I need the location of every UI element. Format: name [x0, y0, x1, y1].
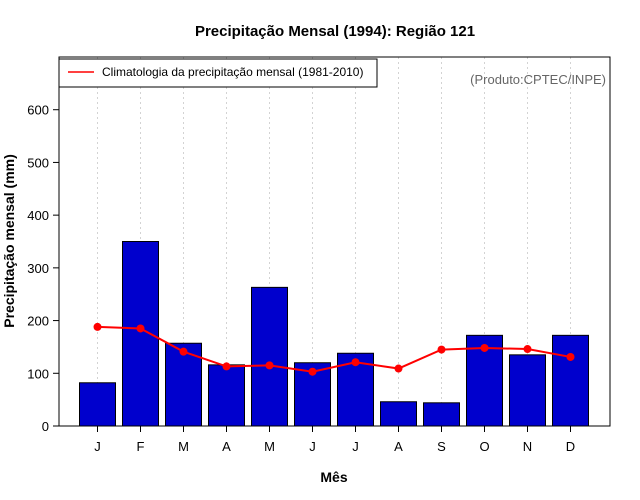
bar-8: [380, 401, 417, 427]
bar-11: [509, 354, 546, 427]
bar-3: [165, 342, 202, 427]
credit-text: (Produto:CPTEC/INPE): [470, 72, 606, 87]
climatology-point-1: [93, 322, 102, 331]
x-tick-label: M: [178, 439, 189, 454]
y-axis: 0 100 200 300 400 500 600: [27, 103, 59, 434]
bar-5: [251, 286, 288, 427]
bars: [79, 241, 589, 427]
x-tick-label: J: [309, 439, 316, 454]
climatology-point-5: [265, 361, 274, 370]
y-tick-label: 0: [42, 419, 49, 434]
climatology-point-7: [351, 358, 360, 367]
x-tick-label: A: [394, 439, 403, 454]
y-tick-label: 200: [27, 314, 49, 329]
climatology-point-9: [437, 345, 446, 354]
chart-title: Precipitação Mensal (1994): Região 121: [195, 23, 475, 40]
bar-4: [208, 364, 245, 427]
plot-area-border: [58, 56, 611, 427]
legend-label: Climatologia da precipitação mensal (198…: [102, 65, 363, 79]
climatology-point-6: [308, 367, 317, 376]
bar-9: [423, 402, 460, 427]
legend-box: [58, 58, 378, 88]
climatology-point-8: [394, 364, 403, 373]
x-tick-label: N: [523, 439, 532, 454]
bar-2: [122, 241, 159, 427]
grid-lines: [97, 57, 571, 426]
climatology-point-11: [523, 345, 532, 354]
y-tick-label: 400: [27, 208, 49, 223]
y-axis-title: Precipitação mensal (mm): [1, 154, 17, 328]
climatology-point-3: [179, 347, 188, 356]
climatology-line: [93, 322, 575, 376]
x-tick-label: A: [222, 439, 231, 454]
climatology-point-2: [136, 324, 145, 333]
y-tick-label: 300: [27, 261, 49, 276]
climatology-point-4: [222, 362, 231, 371]
x-tick-label: D: [566, 439, 575, 454]
climatology-point-12: [566, 352, 575, 361]
x-tick-label: M: [264, 439, 275, 454]
x-tick-label: J: [94, 439, 101, 454]
y-tick-label: 100: [27, 366, 49, 381]
bar-1: [79, 382, 116, 427]
climatology-polyline: [97, 325, 571, 373]
y-tick-label: 600: [27, 103, 49, 118]
x-tick-label: O: [479, 439, 489, 454]
x-axis-title: Mês: [320, 469, 347, 485]
x-tick-label: S: [437, 439, 446, 454]
y-tick-label: 500: [27, 155, 49, 170]
x-tick-label: J: [352, 439, 359, 454]
bar-12: [552, 334, 589, 427]
x-tick-label: F: [137, 439, 145, 454]
legend: Climatologia da precipitação mensal (198…: [58, 58, 378, 88]
climatology-point-10: [480, 343, 489, 352]
